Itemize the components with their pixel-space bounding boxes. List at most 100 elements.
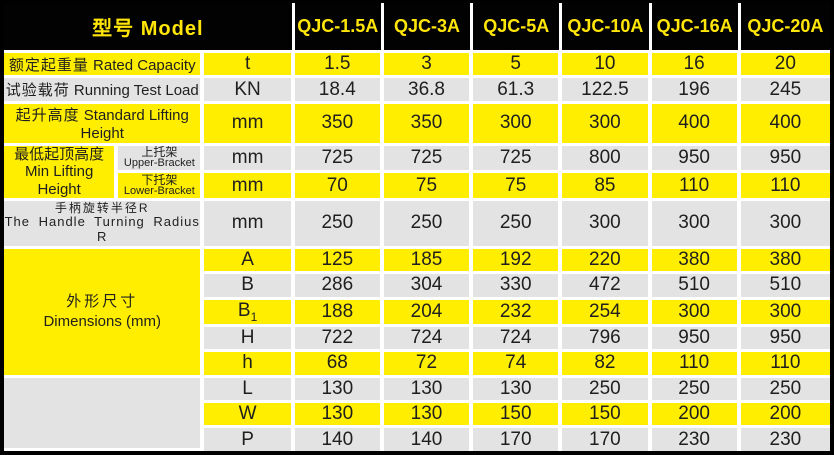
unit-cell: W bbox=[204, 403, 295, 429]
value-cell: 250 bbox=[740, 377, 830, 404]
value-cell: 150 bbox=[473, 403, 563, 429]
label-zh: 手柄旋转半径R bbox=[54, 201, 150, 215]
value-cell: 250 bbox=[562, 377, 652, 404]
column-header-qjc-3a: QJC-3A bbox=[383, 3, 474, 53]
value-cell: 130 bbox=[383, 377, 474, 404]
value-cell: 70 bbox=[294, 173, 384, 202]
label-zh: 试验载荷 bbox=[5, 82, 70, 100]
value-cell: 5 bbox=[473, 53, 563, 79]
value-cell: 75 bbox=[383, 173, 474, 202]
value-cell: 724 bbox=[473, 326, 563, 353]
row-dim-h-upper: H 722 724 724 796 950 950 bbox=[4, 326, 830, 353]
row-dim-b1: B1 188 204 232 254 300 300 bbox=[4, 299, 830, 327]
row-dim-p: P 140 140 170 170 230 230 bbox=[4, 428, 830, 451]
value-cell: 724 bbox=[383, 326, 474, 353]
value-cell: 300 bbox=[562, 103, 652, 146]
row-label-handle-turning-radius: 手柄旋转半径R The Handle Turning Radius R bbox=[4, 201, 205, 249]
unit-cell: P bbox=[204, 428, 295, 451]
label-zh: 上托架 bbox=[141, 145, 178, 159]
unit-cell: B1 bbox=[204, 299, 295, 327]
dimensions-empty-cell bbox=[4, 377, 205, 451]
value-cell: 10 bbox=[562, 53, 652, 79]
value-cell: 250 bbox=[473, 201, 563, 249]
unit-cell: t bbox=[204, 53, 295, 79]
value-cell: 1.5 bbox=[294, 53, 384, 79]
unit-cell: mm bbox=[204, 103, 295, 146]
value-cell: 472 bbox=[562, 274, 652, 300]
value-cell: 72 bbox=[383, 352, 474, 378]
label-en: Standard Lifting Height bbox=[80, 107, 189, 143]
value-cell: 130 bbox=[294, 403, 384, 429]
value-cell: 82 bbox=[562, 352, 652, 378]
value-cell: 725 bbox=[473, 145, 563, 174]
value-cell: 110 bbox=[740, 352, 830, 378]
value-cell: 245 bbox=[740, 78, 830, 104]
value-cell: 254 bbox=[562, 299, 652, 327]
value-cell: 400 bbox=[651, 103, 741, 146]
row-test-load: 试验载荷 Running Test Load KN 18.4 36.8 61.3… bbox=[4, 78, 830, 104]
value-cell: 200 bbox=[651, 403, 741, 429]
value-cell: 250 bbox=[383, 201, 474, 249]
row-dim-w: W 130 130 150 150 200 200 bbox=[4, 403, 830, 429]
value-cell: 122.5 bbox=[562, 78, 652, 104]
row-dim-b: B 286 304 330 472 510 510 bbox=[4, 274, 830, 300]
unit-cell: mm bbox=[204, 173, 295, 202]
value-cell: 300 bbox=[473, 103, 563, 146]
label-en: Lower-Bracket bbox=[123, 185, 195, 198]
value-cell: 400 bbox=[740, 103, 830, 146]
label-en: Running Test Load bbox=[73, 82, 199, 100]
value-cell: 725 bbox=[294, 145, 384, 174]
label-zh: 额定起重量 bbox=[8, 56, 89, 74]
header-row: 型号 Model QJC-1.5A QJC-3A QJC-5A QJC-10A … bbox=[4, 3, 830, 53]
model-header-cell: 型号 Model bbox=[4, 3, 295, 53]
value-cell: 68 bbox=[294, 352, 384, 378]
value-cell: 300 bbox=[651, 299, 741, 327]
unit-cell: mm bbox=[204, 201, 295, 249]
row-label-rated-capacity: 额定起重量 Rated Capacity bbox=[4, 53, 205, 79]
value-cell: 950 bbox=[651, 326, 741, 353]
value-cell: 130 bbox=[473, 377, 563, 404]
value-cell: 230 bbox=[740, 428, 830, 451]
label-en: Dimensions (mm) bbox=[43, 312, 161, 330]
column-header-qjc-20a: QJC-20A bbox=[740, 3, 830, 53]
value-cell: 950 bbox=[740, 326, 830, 353]
unit-letter: B bbox=[237, 299, 251, 321]
row-upper-bracket: 最低起顶高度 Min Lifting Height 上托架 Upper-Brac… bbox=[4, 145, 830, 202]
value-cell: 950 bbox=[651, 145, 741, 174]
value-cell: 110 bbox=[651, 173, 741, 202]
unit-cell: A bbox=[204, 248, 295, 275]
value-cell: 380 bbox=[740, 248, 830, 275]
value-cell: 300 bbox=[740, 299, 830, 327]
value-cell: 196 bbox=[651, 78, 741, 104]
unit-cell: KN bbox=[204, 78, 295, 104]
value-cell: 510 bbox=[740, 274, 830, 300]
value-cell: 722 bbox=[294, 326, 384, 353]
unit-subscript: 1 bbox=[250, 309, 258, 324]
label-zh: 最低起顶高度 bbox=[14, 146, 105, 164]
unit-cell: B bbox=[204, 274, 295, 300]
column-header-qjc-10a: QJC-10A bbox=[562, 3, 652, 53]
value-cell: 130 bbox=[383, 403, 474, 429]
label-zh: 起升高度 bbox=[15, 107, 80, 125]
row-dim-a: 外形尺寸 Dimensions (mm) A 125 185 192 220 3… bbox=[4, 248, 830, 378]
value-cell: 950 bbox=[740, 145, 830, 174]
value-cell: 188 bbox=[294, 299, 384, 327]
unit-cell: mm bbox=[204, 145, 295, 174]
value-cell: 140 bbox=[383, 428, 474, 451]
value-cell: 3 bbox=[383, 53, 474, 79]
value-cell: 200 bbox=[740, 403, 830, 429]
row-lower-bracket: 下托架 Lower-Bracket mm 70 75 75 85 110 110 bbox=[4, 173, 830, 202]
value-cell: 286 bbox=[294, 274, 384, 300]
label-en: The Handle Turning Radius R bbox=[4, 214, 200, 245]
value-cell: 350 bbox=[294, 103, 384, 146]
row-dim-l: L 130 130 130 250 250 250 bbox=[4, 377, 830, 451]
value-cell: 110 bbox=[740, 173, 830, 202]
row-handle-turning-radius: 手柄旋转半径R The Handle Turning Radius R mm 2… bbox=[4, 201, 830, 249]
value-cell: 800 bbox=[562, 145, 652, 174]
row-label-test-load: 试验载荷 Running Test Load bbox=[4, 78, 205, 104]
value-cell: 250 bbox=[651, 377, 741, 404]
value-cell: 16 bbox=[651, 53, 741, 79]
value-cell: 230 bbox=[651, 428, 741, 451]
value-cell: 125 bbox=[294, 248, 384, 275]
value-cell: 796 bbox=[562, 326, 652, 353]
